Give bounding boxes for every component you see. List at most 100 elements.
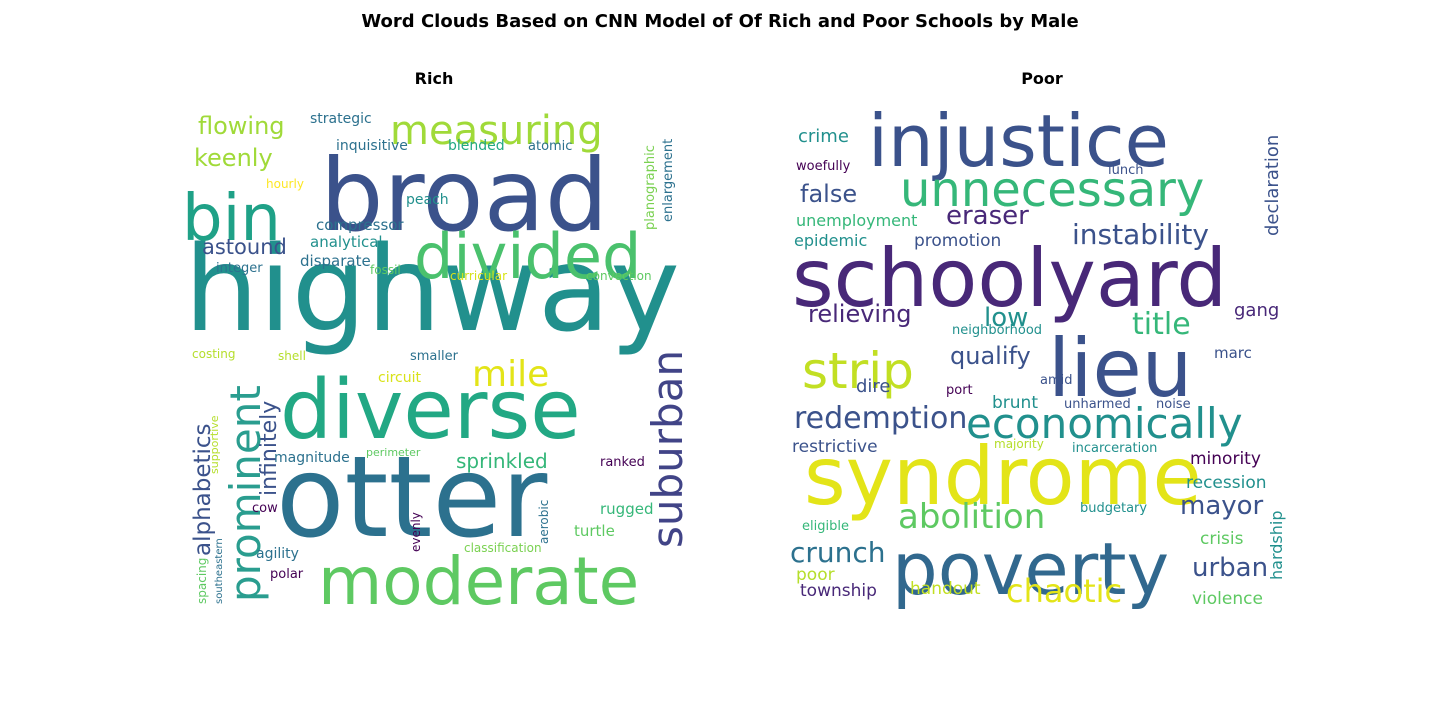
rich-word-divided: divided xyxy=(414,220,641,293)
poor-word-crisis: crisis xyxy=(1200,529,1244,549)
rich-word-ranked: ranked xyxy=(600,455,645,470)
rich-word-blended: blended xyxy=(448,138,505,154)
poor-word-minority: minority xyxy=(1190,449,1261,469)
poor-word-epidemic: epidemic xyxy=(794,231,867,250)
rich-word-integer: integer xyxy=(216,261,263,276)
rich-word-highway: highway xyxy=(184,220,680,358)
poor-word-neighborhood: neighborhood xyxy=(952,323,1042,338)
poor-word-relieving: relieving xyxy=(808,300,912,328)
rich-panel-title: Rich xyxy=(414,69,454,88)
poor-word-restrictive: restrictive xyxy=(792,437,878,457)
rich-word-compressor: compressor xyxy=(316,216,404,234)
rich-word-cloud: highway otter broad diverse moderate bin divid… xyxy=(182,98,686,610)
poor-word-redemption: redemption xyxy=(794,401,967,436)
rich-word-keenly: keenly xyxy=(194,144,273,172)
rich-word-otter: otter xyxy=(276,433,548,563)
poor-word-qualify: qualify xyxy=(950,342,1031,370)
rich-word-moderate: moderate xyxy=(318,543,639,610)
rich-word-suburban: suburban xyxy=(643,350,686,548)
rich-word-diverse: diverse xyxy=(280,363,581,458)
rich-word-measuring: measuring xyxy=(390,108,603,154)
poor-word-lunch: lunch xyxy=(1108,163,1143,178)
poor-word-syndrome: syndrome xyxy=(804,430,1202,523)
poor-word-recession: recession xyxy=(1186,473,1267,493)
poor-word-hardship: hardship xyxy=(1267,511,1286,580)
rich-word-sprinkled: sprinkled xyxy=(456,449,548,473)
poor-word-handout: handout xyxy=(910,579,981,599)
rich-word-cloud-svg: highway otter broad diverse moderate bin divid… xyxy=(182,108,686,610)
poor-word-eligible: eligible xyxy=(802,519,849,534)
rich-word-mile: mile xyxy=(472,354,549,395)
rich-word-spacing: spacing xyxy=(195,558,209,604)
poor-word-budgetary: budgetary xyxy=(1080,501,1147,516)
poor-word-noise: noise xyxy=(1156,397,1191,412)
rich-word-turtle: turtle xyxy=(574,522,615,540)
rich-word-circuit: circuit xyxy=(378,370,421,386)
poor-word-chaotic: chaotic xyxy=(1006,572,1122,610)
rich-word-strategic: strategic xyxy=(310,111,372,127)
figure-title: Word Clouds Based on CNN Model of Of Ric… xyxy=(361,11,1079,32)
poor-word-incarceration: incarceration xyxy=(1072,441,1157,456)
poor-panel-title: Poor xyxy=(1021,69,1063,88)
poor-word-eraser: eraser xyxy=(946,201,1029,231)
rich-word-agility: agility xyxy=(256,546,299,562)
poor-word-unnecessary: unnecessary xyxy=(900,162,1204,218)
rich-word-enlargement: enlargement xyxy=(661,139,676,222)
poor-word-strip: strip xyxy=(802,342,914,400)
poor-word-schoolyard: schoolyard xyxy=(792,232,1227,325)
poor-word-urban: urban xyxy=(1192,553,1268,583)
rich-word-polar: polar xyxy=(270,567,304,582)
poor-word-unharmed: unharmed xyxy=(1064,397,1131,412)
rich-word-hourly: hourly xyxy=(266,177,304,191)
poor-word-amid: amid xyxy=(1040,373,1073,388)
rich-word-perimeter: perimeter xyxy=(366,446,421,459)
rich-word-aerobic: aerobic xyxy=(537,500,551,544)
poor-word-crunch: crunch xyxy=(790,536,886,569)
rich-word-convection: convection xyxy=(586,269,652,283)
poor-word-mayor: mayor xyxy=(1180,491,1264,521)
poor-word-instability: instability xyxy=(1072,218,1209,251)
poor-word-injustice: injustice xyxy=(868,99,1169,183)
rich-word-fossil: fossil xyxy=(370,263,401,277)
poor-word-gang: gang xyxy=(1234,300,1279,321)
poor-word-port: port xyxy=(946,383,973,398)
poor-word-economically: economically xyxy=(966,399,1243,448)
poor-word-declaration: declaration xyxy=(1262,135,1283,236)
rich-word-atomic: atomic xyxy=(528,139,572,154)
rich-word-magnitude: magnitude xyxy=(274,450,350,466)
rich-word-analytical: analytical xyxy=(310,233,383,251)
rich-word-disparate: disparate xyxy=(300,252,371,270)
poor-word-crime: crime xyxy=(798,126,849,147)
poor-word-poverty: poverty xyxy=(892,527,1169,610)
rich-word-flowing: flowing xyxy=(198,112,285,140)
rich-word-shell: shell xyxy=(278,349,306,363)
poor-word-title: title xyxy=(1132,307,1191,342)
rich-word-costing: costing xyxy=(192,347,235,361)
poor-word-unemployment: unemployment xyxy=(796,211,917,230)
poor-word-lieu: lieu xyxy=(1048,322,1192,415)
rich-word-rugged: rugged xyxy=(600,500,653,518)
poor-word-cloud: syndrome schoolyard lieu injustice poverty un… xyxy=(790,98,1294,610)
rich-word-smaller: smaller xyxy=(410,349,459,364)
poor-word-poor: poor xyxy=(796,565,835,585)
poor-word-marc: marc xyxy=(1214,344,1252,362)
rich-word-alphabetics: alphabetics xyxy=(190,423,216,556)
rich-word-astound: astound xyxy=(202,235,287,259)
rich-word-classification: classification xyxy=(464,541,542,555)
poor-word-promotion: promotion xyxy=(914,231,1001,251)
poor-word-abolition: abolition xyxy=(898,497,1045,537)
rich-word-prominent: prominent xyxy=(221,385,270,602)
rich-word-planographic: planographic xyxy=(643,145,658,230)
poor-word-low: low xyxy=(984,303,1028,333)
rich-word-bin: bin xyxy=(182,182,281,256)
rich-word-cow: cow xyxy=(252,501,278,516)
rich-word-broad: broad xyxy=(320,137,608,254)
rich-word-evenly: evenly xyxy=(409,512,423,552)
poor-word-woefully: woefully xyxy=(796,159,851,174)
poor-word-dire: dire xyxy=(856,376,891,397)
rich-word-curricular: curricular xyxy=(450,269,507,283)
poor-word-false: false xyxy=(800,180,857,208)
rich-word-supportive: supportive xyxy=(208,415,221,474)
poor-word-township: township xyxy=(800,581,877,601)
